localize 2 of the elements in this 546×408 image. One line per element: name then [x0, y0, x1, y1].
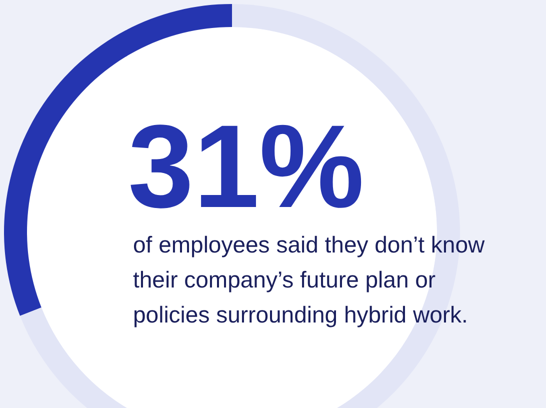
- data-label: 31%: [128, 101, 364, 233]
- text: of employees said they don’t know their company’s future plan or policies surrounding hybrid work.: [133, 232, 491, 328]
